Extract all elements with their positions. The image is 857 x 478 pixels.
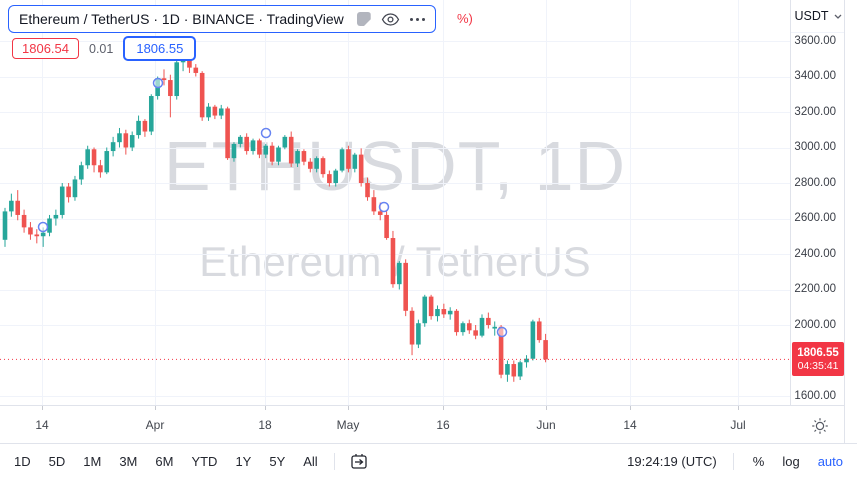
time-axis-label: May [336, 418, 360, 432]
time-axis-tick [443, 406, 444, 410]
time-axis-label: 14 [35, 418, 49, 432]
symbol-legend[interactable]: Ethereum / TetherUS · 1D · BINANCE · Tra… [8, 5, 436, 33]
price-axis-label: 2000.00 [794, 318, 836, 331]
range-button-6m[interactable]: 6M [155, 453, 174, 469]
last-price-tag: 1806.55 04:35:41 [792, 342, 844, 377]
range-button-3m[interactable]: 3M [119, 453, 138, 469]
price-axis-label: 2400.00 [794, 247, 836, 260]
log-scale-button[interactable]: log [782, 453, 800, 469]
symbol-legend-label: Ethereum / TetherUS · 1D · BINANCE · Tra… [19, 11, 344, 27]
bar-countdown: 04:35:41 [797, 359, 839, 372]
right-edge-strip [844, 0, 857, 443]
time-axis-label: Jun [536, 418, 556, 432]
range-button-1y[interactable]: 1Y [235, 453, 252, 469]
range-button-ytd[interactable]: YTD [191, 453, 218, 469]
time-axis-tick [42, 406, 43, 410]
range-button-all[interactable]: All [303, 453, 318, 469]
timezone-clock[interactable]: 19:24:19 (UTC) [627, 453, 717, 469]
tradingview-logo-icon[interactable] [356, 12, 371, 26]
price-axis-label: 1600.00 [794, 389, 836, 402]
price-axis-label: 3400.00 [794, 70, 836, 82]
range-button-1d[interactable]: 1D [14, 453, 31, 469]
price-axis-label: 2800.00 [794, 176, 836, 189]
currency-label: USDT [794, 9, 829, 23]
price-axis-label: 3200.00 [794, 105, 836, 118]
spread-value: 0.01 [89, 41, 114, 56]
time-axis-tick [265, 406, 266, 410]
chevron-down-icon [834, 14, 841, 19]
price-axis[interactable]: USDT 3600.00 3400.00 3200.00 3000.00 2800.00… [790, 0, 845, 443]
candlestick-chart[interactable] [0, 0, 790, 405]
percent-scale-button[interactable]: % [752, 453, 765, 469]
sun-icon[interactable] [810, 416, 830, 436]
time-axis-tick [155, 406, 156, 410]
time-axis-tick [630, 406, 631, 410]
more-options-icon[interactable] [409, 17, 425, 21]
change-text-fragment: %) [457, 11, 473, 26]
time-axis-label: 16 [436, 418, 450, 432]
bottom-toolbar: 1D 5D 1M 3M 6M YTD 1Y 5Y All 19:24:19 (U… [0, 443, 857, 478]
ask-price-button[interactable]: 1806.55 [123, 36, 197, 61]
auto-scale-button[interactable]: auto [817, 453, 843, 469]
chart-pane[interactable]: ETHUSDT, 1D Ethereum / TetherUS Ethereum… [0, 0, 790, 405]
last-price-value: 1806.55 [797, 346, 839, 359]
price-axis-label: 2600.00 [794, 212, 836, 224]
toolbar-divider-2 [732, 452, 734, 470]
time-axis-tick [546, 406, 547, 410]
price-axis-label: 3600.00 [794, 34, 836, 47]
time-axis-tick [738, 406, 739, 410]
eye-icon[interactable] [381, 12, 400, 26]
quote-row: 1806.54 0.01 1806.55 [12, 36, 197, 61]
price-axis-label: 3000.00 [794, 141, 836, 153]
time-axis-tick [348, 406, 349, 410]
time-axis-label: Apr [145, 418, 165, 432]
range-button-5y[interactable]: 5Y [269, 453, 286, 469]
time-axis-label: Jul [730, 418, 746, 432]
range-button-5d[interactable]: 5D [48, 453, 66, 469]
time-axis-label: 14 [623, 418, 637, 432]
legend-icons [356, 12, 425, 26]
time-axis-label: 18 [258, 418, 272, 432]
price-axis-label: 2200.00 [794, 283, 836, 295]
toolbar-divider [333, 452, 335, 470]
time-axis[interactable]: 14 Apr 18 May 16 Jun 14 Jul [0, 405, 844, 444]
currency-selector[interactable]: USDT [791, 0, 845, 33]
range-button-1m[interactable]: 1M [83, 453, 102, 469]
go-to-date-icon[interactable] [349, 451, 369, 471]
bid-price-button[interactable]: 1806.54 [12, 38, 79, 59]
